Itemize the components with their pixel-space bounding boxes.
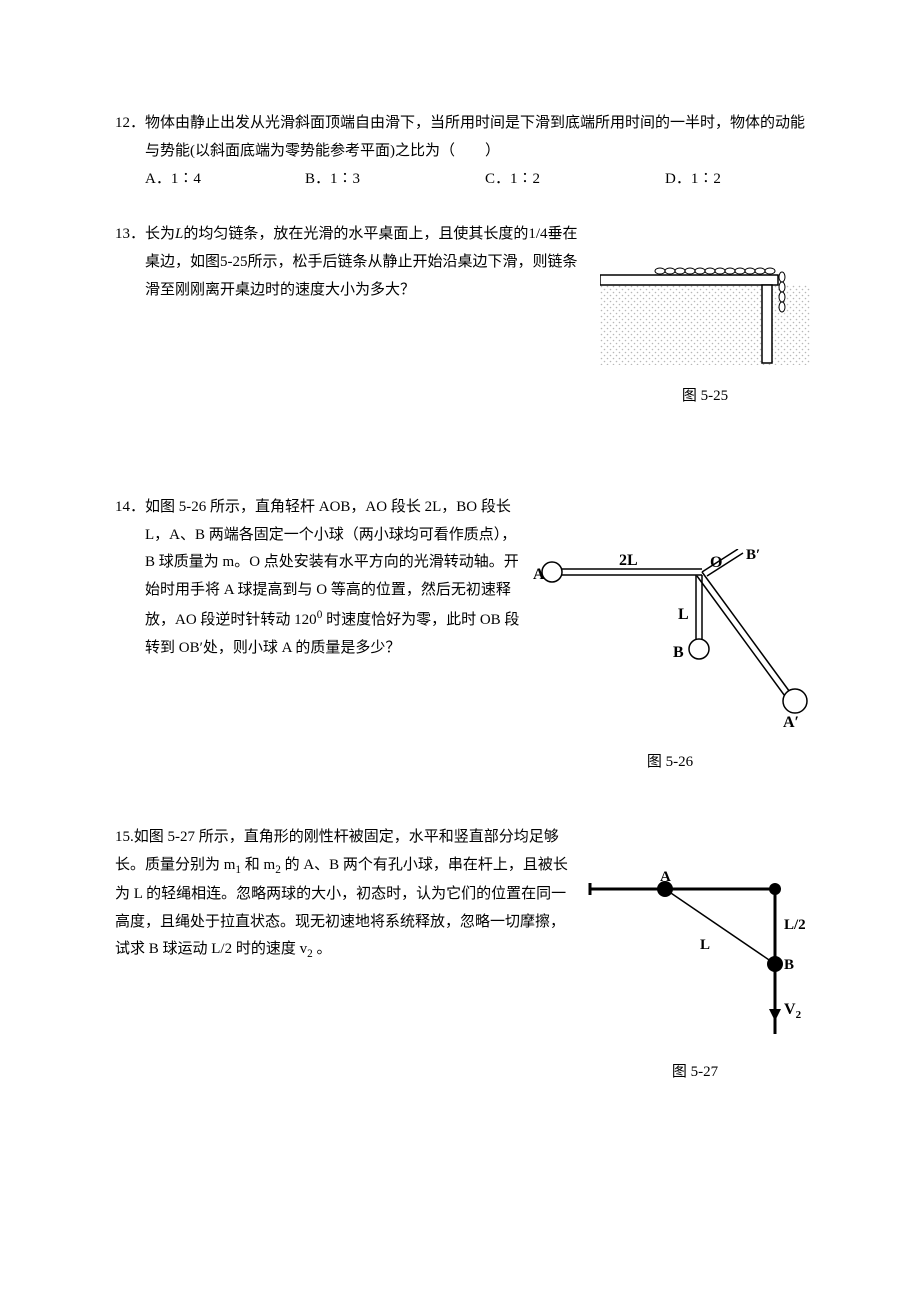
problem-12-text: 物体由静止出发从光滑斜面顶端自由滑下，当所用时间是下滑到底端所用时间的一半时，物… xyxy=(145,110,810,166)
figure-5-25-caption: 图 5-25 xyxy=(600,383,810,411)
problem-15-number: 15. xyxy=(115,829,134,845)
figure-5-25 xyxy=(600,243,810,368)
label-B: B xyxy=(784,957,794,973)
label-A: A xyxy=(533,566,545,583)
t: 如图 5-26 所示，直角轻杆 AOB，AO 段长 2L，BO 段长 L，A、B… xyxy=(145,499,519,628)
figure-5-27-caption: 图 5-27 xyxy=(580,1059,810,1087)
option-b: B．1∶3 xyxy=(305,166,485,194)
page: 12． 物体由静止出发从光滑斜面顶端自由滑下，当所用时间是下滑到底端所用时间的一… xyxy=(0,0,920,1175)
label-L2: L/2 xyxy=(784,917,806,933)
problem-12: 12． 物体由静止出发从光滑斜面顶端自由滑下，当所用时间是下滑到底端所用时间的一… xyxy=(115,110,810,193)
figure-5-27-wrap: A B L L/2 V2 图 5-27 xyxy=(580,869,810,1087)
label-O: O xyxy=(710,554,722,571)
figure-5-26: A O 2L L B B′ A′ xyxy=(530,549,810,734)
label-L: L xyxy=(700,937,710,953)
problem-12-number: 12． xyxy=(115,110,145,138)
label-A-prime: A′ xyxy=(783,714,799,731)
problem-14: A O 2L L B B′ A′ 图 5-26 14． 如图 5-26 所示，直… xyxy=(115,494,810,777)
label-A: A xyxy=(660,869,671,885)
problem-13-text: 长为L的均匀链条，放在光滑的水平桌面上，且使其长度的1/4垂在桌边，如图5-25… xyxy=(145,221,590,304)
figure-5-26-caption: 图 5-26 xyxy=(530,749,810,777)
label-B: B xyxy=(673,644,684,661)
figure-5-25-wrap: 图 5-25 xyxy=(600,243,810,411)
figure-5-26-wrap: A O 2L L B B′ A′ 图 5-26 xyxy=(530,549,810,777)
problem-14-text: 如图 5-26 所示，直角轻杆 AOB，AO 段长 2L，BO 段长 L，A、B… xyxy=(145,494,520,663)
problem-13-number: 13． xyxy=(115,221,145,249)
figure-5-27: A B L L/2 V2 xyxy=(580,869,810,1044)
problem-13: 图 5-25 13． 长为L的均匀链条，放在光滑的水平桌面上，且使其长度的1/4… xyxy=(115,221,810,411)
problem-14-number: 14． xyxy=(115,494,145,522)
option-d: D．1∶2 xyxy=(665,166,721,194)
t: 和 m xyxy=(241,857,275,873)
label-2L: 2L xyxy=(619,552,638,569)
label-L: L xyxy=(678,606,689,623)
t: 长为 xyxy=(145,226,175,242)
t: 。 xyxy=(313,941,332,957)
option-a: A．1∶4 xyxy=(145,166,305,194)
problem-12-options: A．1∶4 B．1∶3 C．1∶2 D．1∶2 xyxy=(115,166,810,194)
t: 的均匀链条，放在光滑的水平桌面上，且使其长度的1/4垂在桌边，如图5-25所示，… xyxy=(145,226,578,298)
option-c: C．1∶2 xyxy=(485,166,665,194)
label-B-prime: B′ xyxy=(746,549,760,563)
label-v2: V2 xyxy=(784,1001,802,1021)
problem-15: A B L L/2 V2 图 5-27 15.如图 5-27 所示，直角形的刚性… xyxy=(115,824,810,1087)
